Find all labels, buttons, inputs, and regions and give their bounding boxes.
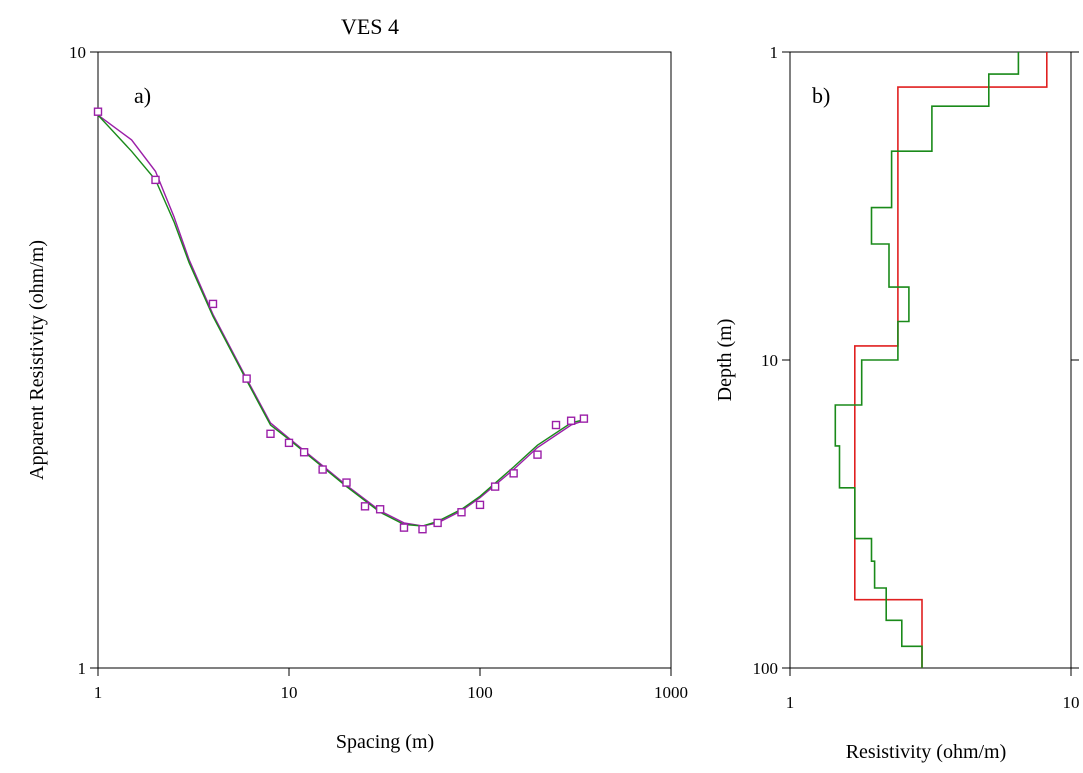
chart-title: VES 4 bbox=[341, 14, 399, 39]
panel-a-xlabel: Spacing (m) bbox=[336, 731, 434, 753]
data-point-marker bbox=[208, 299, 218, 309]
x-tick-label: 1 bbox=[786, 693, 795, 712]
panel-a-y-ticks: 1 10 bbox=[69, 43, 98, 678]
data-point-marker bbox=[360, 502, 370, 511]
panel-a-x-ticks: 1 10 100 1000 bbox=[94, 668, 688, 702]
curve-line-2 bbox=[97, 114, 585, 527]
panel-b-x-ticks: 1 10 bbox=[786, 668, 1080, 712]
data-point-marker bbox=[284, 438, 294, 448]
data-point-marker bbox=[242, 374, 251, 383]
panel-b-label: b) bbox=[812, 83, 830, 108]
model-step-0 bbox=[854, 52, 1048, 668]
model-step-1 bbox=[834, 52, 1020, 668]
data-point-marker bbox=[299, 448, 309, 457]
panel-a-label: a) bbox=[134, 83, 151, 108]
panel-a: a) Spacing (m) Apparent Resistivity (ohm… bbox=[26, 43, 688, 753]
panel-a-frame bbox=[97, 51, 672, 669]
data-point-marker bbox=[342, 478, 351, 487]
x-tick-label: 100 bbox=[467, 683, 493, 702]
x-tick-label: 10 bbox=[1063, 693, 1080, 712]
x-tick-label: 1000 bbox=[654, 683, 688, 702]
y-tick-label: 10 bbox=[761, 351, 778, 370]
panel-b-y-ticks: 1 10 100 bbox=[753, 43, 1079, 678]
data-point-marker bbox=[579, 414, 589, 423]
data-point-marker bbox=[318, 465, 327, 474]
panel-b: b) Resistivity (ohm/m) Depth (m) 1 10 1 10… bbox=[714, 43, 1080, 763]
data-point-marker bbox=[93, 107, 103, 116]
panel-b-xlabel: Resistivity (ohm/m) bbox=[846, 741, 1007, 763]
panel-b-ylabel: Depth (m) bbox=[714, 319, 736, 402]
data-point-marker bbox=[266, 429, 275, 438]
panel-b-series bbox=[834, 52, 1048, 668]
panel-b-frame bbox=[789, 51, 1072, 669]
data-point-marker bbox=[533, 450, 542, 459]
data-point-marker bbox=[475, 500, 485, 510]
y-tick-label: 1 bbox=[770, 43, 779, 62]
data-point-marker bbox=[551, 420, 561, 430]
data-point-marker bbox=[418, 525, 427, 534]
data-point-marker bbox=[490, 482, 500, 491]
data-point-marker bbox=[457, 508, 466, 517]
data-point-marker bbox=[399, 523, 409, 532]
x-tick-label: 1 bbox=[94, 683, 103, 702]
y-tick-label: 10 bbox=[69, 43, 86, 62]
data-point-marker bbox=[151, 175, 160, 185]
y-tick-label: 100 bbox=[753, 659, 779, 678]
curve-line-1 bbox=[97, 114, 585, 527]
panel-a-ylabel: Apparent Resistivity (ohm/m) bbox=[26, 240, 48, 480]
panel-a-series bbox=[93, 107, 589, 534]
data-point-marker bbox=[566, 416, 576, 425]
data-point-marker bbox=[509, 469, 518, 478]
data-point-marker bbox=[375, 505, 385, 514]
x-tick-label: 10 bbox=[281, 683, 298, 702]
data-point-marker bbox=[433, 518, 442, 528]
y-tick-label: 1 bbox=[78, 659, 87, 678]
